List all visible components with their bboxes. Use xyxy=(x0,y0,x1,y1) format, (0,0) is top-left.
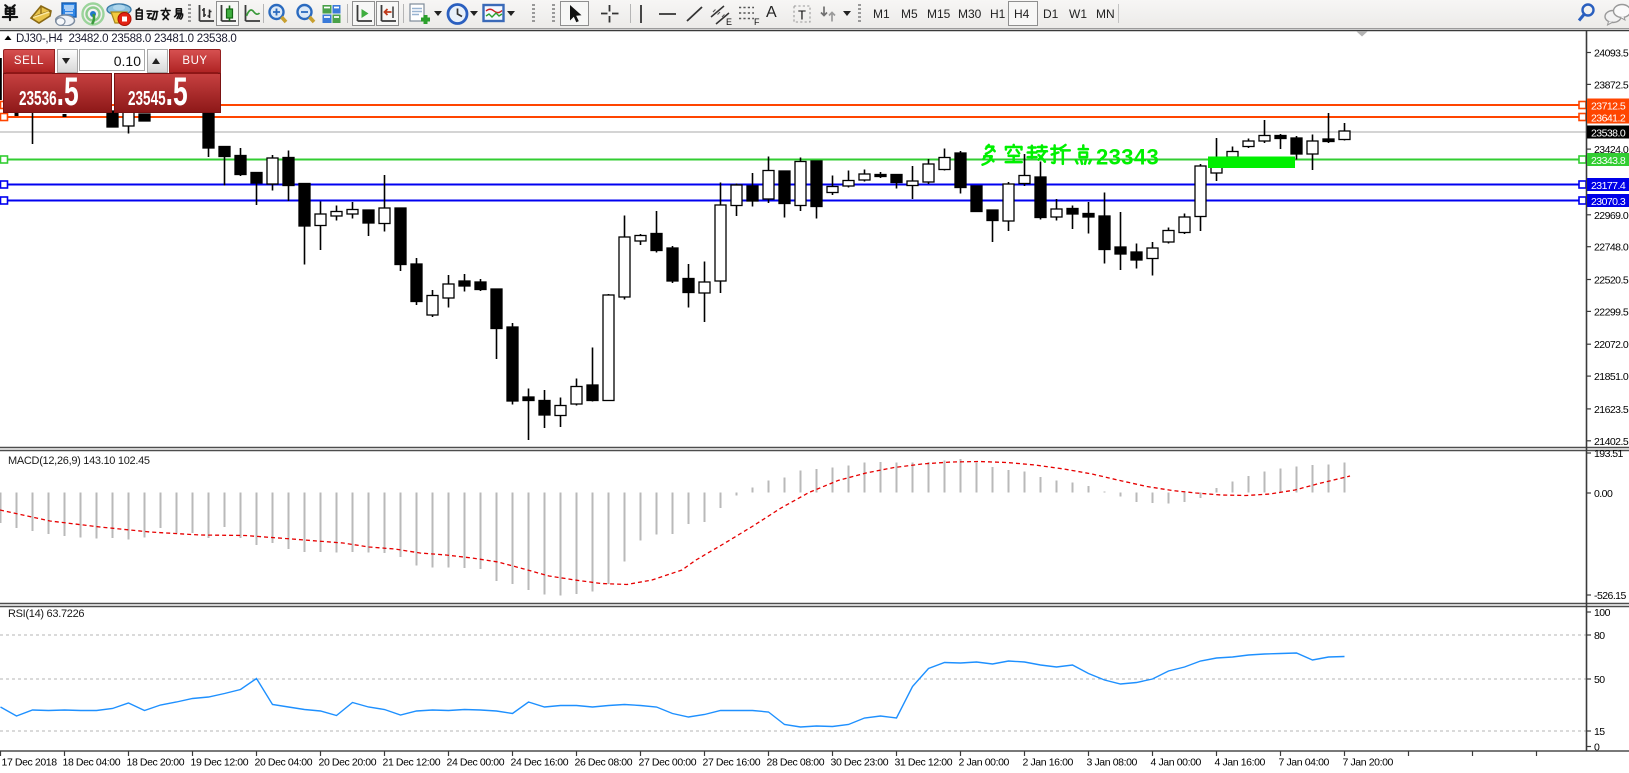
svg-text:21623.5: 21623.5 xyxy=(1594,404,1629,416)
svg-text:15: 15 xyxy=(1594,726,1605,738)
svg-text:23538.0: 23538.0 xyxy=(1591,128,1626,140)
svg-text:MACD(12,26,9) 143.10 102.45: MACD(12,26,9) 143.10 102.45 xyxy=(8,455,150,467)
svg-text:0: 0 xyxy=(1594,742,1600,754)
svg-text:26 Dec 08:00: 26 Dec 08:00 xyxy=(575,757,633,769)
svg-text:27 Dec 16:00: 27 Dec 16:00 xyxy=(703,757,761,769)
svg-text:3 Jan 08:00: 3 Jan 08:00 xyxy=(1087,757,1138,769)
svg-text:RSI(14) 63.7226: RSI(14) 63.7226 xyxy=(8,608,84,620)
svg-text:22299.5: 22299.5 xyxy=(1594,306,1629,318)
svg-text:20 Dec 04:00: 20 Dec 04:00 xyxy=(255,757,313,769)
svg-text:23343.8: 23343.8 xyxy=(1591,155,1626,167)
svg-text:28 Dec 08:00: 28 Dec 08:00 xyxy=(767,757,825,769)
svg-text:24 Dec 16:00: 24 Dec 16:00 xyxy=(511,757,569,769)
svg-text:7 Jan 04:00: 7 Jan 04:00 xyxy=(1279,757,1330,769)
svg-text:24 Dec 00:00: 24 Dec 00:00 xyxy=(447,757,505,769)
svg-text:2 Jan 00:00: 2 Jan 00:00 xyxy=(959,757,1010,769)
svg-text:27 Dec 00:00: 27 Dec 00:00 xyxy=(639,757,697,769)
svg-text:T: T xyxy=(798,8,806,23)
svg-text:19 Dec 12:00: 19 Dec 12:00 xyxy=(191,757,249,769)
svg-text:20 Dec 20:00: 20 Dec 20:00 xyxy=(319,757,377,769)
svg-text:30 Dec 23:00: 30 Dec 23:00 xyxy=(831,757,889,769)
svg-text:17 Dec 2018: 17 Dec 2018 xyxy=(2,757,58,769)
svg-text:23070.3: 23070.3 xyxy=(1591,196,1626,208)
svg-text:24093.5: 24093.5 xyxy=(1594,48,1629,60)
svg-text:23712.5: 23712.5 xyxy=(1591,101,1626,113)
svg-text:4 Jan 00:00: 4 Jan 00:00 xyxy=(1151,757,1202,769)
svg-text:23177.4: 23177.4 xyxy=(1591,180,1626,192)
svg-text:21402.5: 21402.5 xyxy=(1594,436,1629,448)
svg-text:4 Jan 16:00: 4 Jan 16:00 xyxy=(1215,757,1266,769)
svg-text:DJ30-,H4 23482.0 23588.0 2348: DJ30-,H4 23482.0 23588.0 23481.0 23538.0 xyxy=(16,33,237,45)
svg-text:22969.0: 22969.0 xyxy=(1594,210,1629,222)
svg-text:18 Dec 20:00: 18 Dec 20:00 xyxy=(127,757,185,769)
svg-text:23343: 23343 xyxy=(1096,145,1159,170)
svg-text:193.51: 193.51 xyxy=(1594,448,1624,460)
svg-text:21 Dec 12:00: 21 Dec 12:00 xyxy=(383,757,441,769)
svg-text:-526.15: -526.15 xyxy=(1594,590,1626,602)
svg-text:0.00: 0.00 xyxy=(1594,488,1613,500)
svg-text:22520.5: 22520.5 xyxy=(1594,275,1629,287)
svg-text:7 Jan 20:00: 7 Jan 20:00 xyxy=(1343,757,1394,769)
svg-text:22072.0: 22072.0 xyxy=(1594,339,1629,351)
svg-text:80: 80 xyxy=(1594,630,1605,642)
svg-text:50: 50 xyxy=(1594,674,1605,686)
svg-text:31 Dec 12:00: 31 Dec 12:00 xyxy=(895,757,953,769)
svg-text:E: E xyxy=(726,17,732,27)
svg-text:21851.0: 21851.0 xyxy=(1594,371,1629,383)
svg-text:22748.0: 22748.0 xyxy=(1594,242,1629,254)
svg-text:100: 100 xyxy=(1594,607,1611,619)
svg-text:18 Dec 04:00: 18 Dec 04:00 xyxy=(63,757,121,769)
svg-text:2 Jan 16:00: 2 Jan 16:00 xyxy=(1023,757,1074,769)
svg-text:F: F xyxy=(754,17,760,27)
svg-text:23641.2: 23641.2 xyxy=(1591,113,1626,125)
svg-text:23872.5: 23872.5 xyxy=(1594,79,1629,91)
